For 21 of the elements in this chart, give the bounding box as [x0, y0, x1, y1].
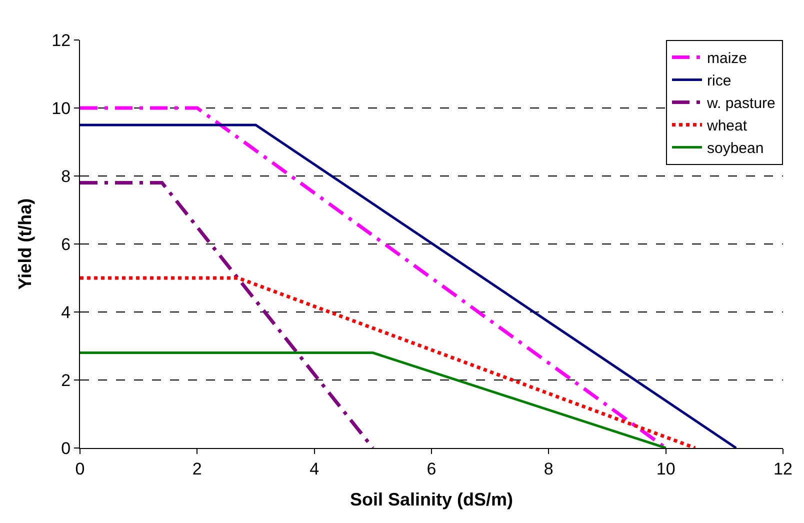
legend-label: w. pasture — [706, 95, 776, 112]
y-tick-label: 6 — [61, 234, 71, 254]
legend-label: rice — [707, 72, 732, 90]
y-tick-label: 10 — [52, 98, 71, 118]
y-tick-label: 4 — [61, 302, 71, 322]
y-tick-label: 2 — [61, 370, 71, 390]
x-tick-label: 0 — [75, 459, 85, 478]
y-tick-label: 12 — [52, 30, 71, 50]
x-tick-label: 10 — [656, 459, 676, 478]
x-tick-label: 12 — [774, 459, 792, 478]
legend-label: wheat — [706, 118, 748, 135]
y-tick-label: 8 — [61, 166, 71, 186]
x-tick-label: 2 — [192, 459, 202, 478]
y-tick-label: 0 — [61, 438, 71, 458]
x-axis-title: Soil Salinity (dS/m) — [350, 490, 514, 510]
legend-label: soybean — [707, 140, 764, 158]
x-tick-label: 4 — [310, 459, 320, 478]
x-tick-label: 6 — [426, 459, 436, 478]
y-axis-title: Yield (t/ha) — [14, 198, 35, 290]
x-tick-label: 8 — [544, 459, 554, 478]
legend-label: maize — [707, 50, 748, 68]
